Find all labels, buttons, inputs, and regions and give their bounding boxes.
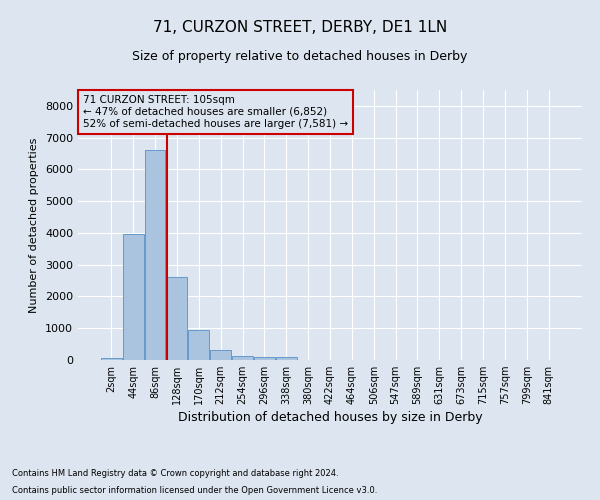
Bar (276, 358, 296, 360)
Text: 71, CURZON STREET, DERBY, DE1 1LN: 71, CURZON STREET, DERBY, DE1 1LN (153, 20, 447, 35)
Text: 71 CURZON STREET: 105sqm
← 47% of detached houses are smaller (6,852)
52% of sem: 71 CURZON STREET: 105sqm ← 47% of detach… (83, 96, 348, 128)
Bar (123, 234, 143, 360)
X-axis label: Distribution of detached houses by size in Derby: Distribution of detached houses by size … (178, 412, 482, 424)
Bar (254, 357, 275, 360)
Bar (232, 356, 253, 360)
Y-axis label: Number of detached properties: Number of detached properties (29, 138, 40, 312)
Bar (145, 150, 166, 360)
Bar (101, 358, 122, 360)
Text: Size of property relative to detached houses in Derby: Size of property relative to detached ho… (133, 50, 467, 63)
Bar (167, 277, 187, 360)
Text: Contains HM Land Registry data © Crown copyright and database right 2024.: Contains HM Land Registry data © Crown c… (12, 468, 338, 477)
Bar (188, 330, 209, 360)
Text: Contains public sector information licensed under the Open Government Licence v3: Contains public sector information licen… (12, 486, 377, 495)
Bar (210, 350, 231, 360)
